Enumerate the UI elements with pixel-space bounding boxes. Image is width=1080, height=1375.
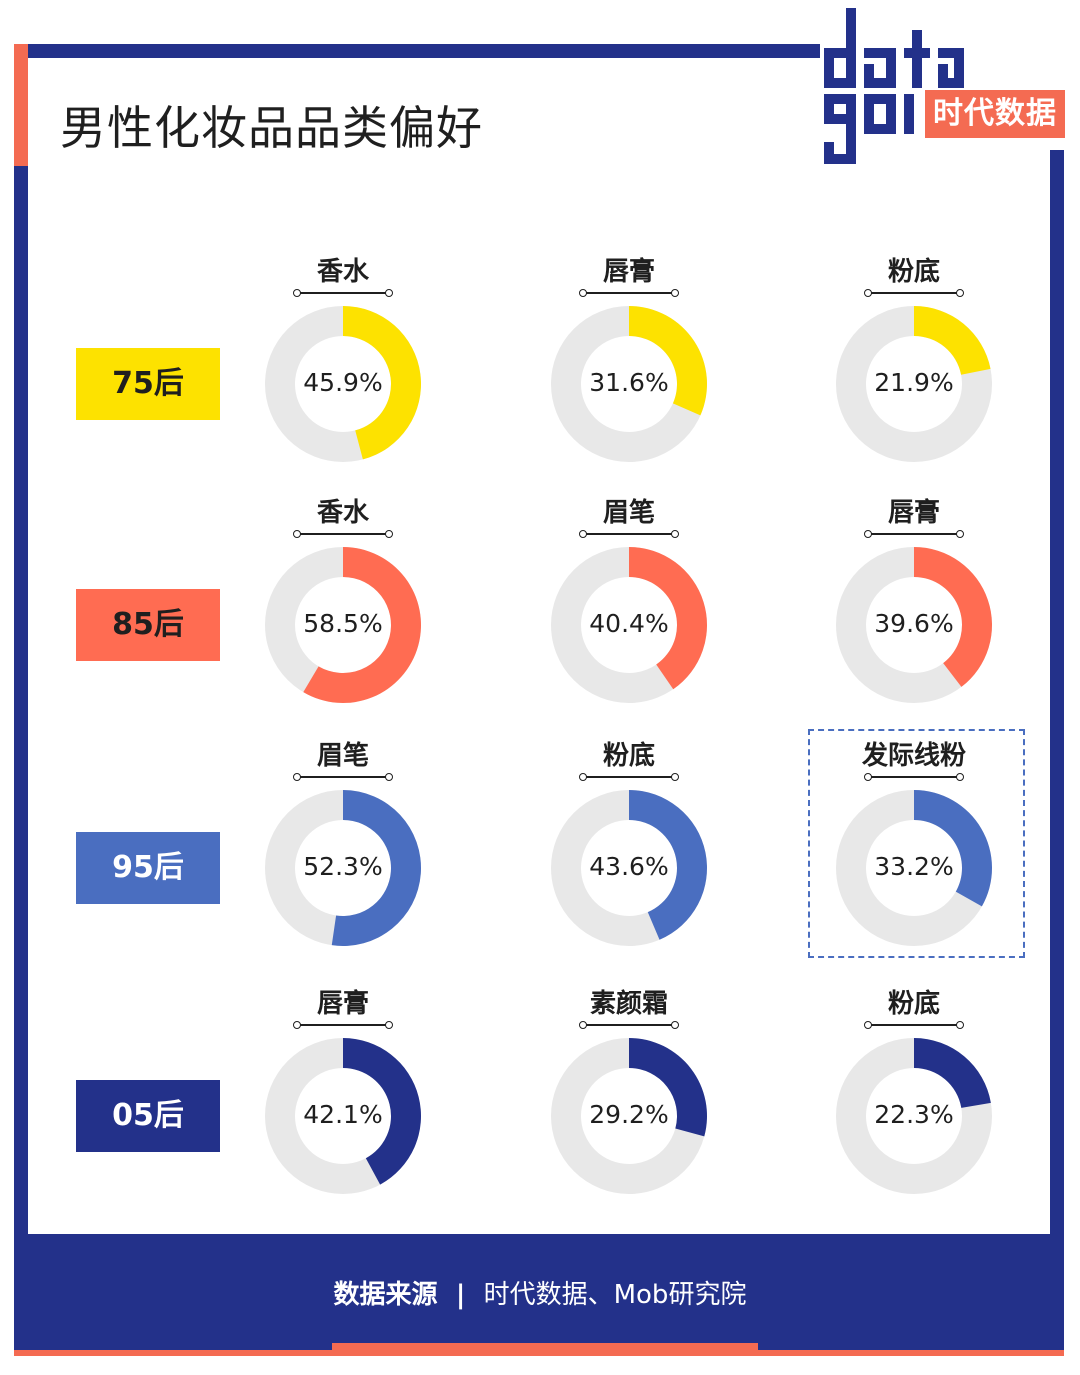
donut-value-label: 40.4% <box>589 609 669 638</box>
donut-value-label: 29.2% <box>589 1100 669 1129</box>
donut-value-label: 33.2% <box>874 852 954 881</box>
category-label: 发际线粉 <box>861 741 966 771</box>
category-underline <box>864 772 964 782</box>
category-underline <box>293 529 393 539</box>
generation-label: 85后 <box>76 589 220 661</box>
donut-slice <box>629 790 707 940</box>
category-label: 香水 <box>316 498 369 528</box>
category-underline <box>579 288 679 298</box>
frame-top-bar <box>14 44 820 58</box>
category-underline <box>293 1020 393 1030</box>
category-label: 唇膏 <box>602 257 655 287</box>
category-label: 香水 <box>316 257 369 287</box>
donut-chart <box>836 547 992 703</box>
donut-value-label: 52.3% <box>303 852 383 881</box>
generation-label: 05后 <box>76 1080 220 1152</box>
donut-slice <box>914 547 992 687</box>
logo-chinese-badge: 时代数据 <box>925 90 1065 138</box>
donut-chart <box>265 790 422 946</box>
data-source: 数据来源 | 时代数据、Mob研究院 <box>0 1274 1080 1311</box>
category-label: 眉笔 <box>316 741 369 771</box>
donut-slice <box>331 790 422 946</box>
donut-slice <box>343 306 421 460</box>
donut-slice <box>914 1038 991 1108</box>
donut-slice <box>343 1038 421 1185</box>
donut-slice <box>914 790 992 907</box>
category-label: 粉底 <box>602 741 655 771</box>
frame-left-bar <box>14 44 28 1356</box>
donut-slice <box>629 1038 707 1137</box>
frame-left-accent <box>14 44 28 166</box>
donut-slice <box>629 306 707 416</box>
frame-right-bar <box>1050 150 1064 1356</box>
footer-accent-block <box>332 1343 758 1356</box>
highlight-box <box>808 729 1025 958</box>
category-underline <box>864 288 964 298</box>
category-underline <box>293 772 393 782</box>
category-underline <box>579 1020 679 1030</box>
category-underline <box>864 529 964 539</box>
generation-label: 75后 <box>76 348 220 420</box>
donut-value-label: 43.6% <box>589 852 669 881</box>
footer-band <box>14 1234 1064 1350</box>
category-underline <box>579 529 679 539</box>
data-source-text: 时代数据、Mob研究院 <box>483 1280 747 1310</box>
category-label: 眉笔 <box>602 498 655 528</box>
category-underline <box>293 288 393 298</box>
donut-chart <box>265 306 421 462</box>
donut-chart <box>551 790 707 946</box>
donut-slice <box>303 547 421 703</box>
page-title: 男性化妆品品类偏好 <box>60 101 483 155</box>
donut-chart <box>836 790 992 946</box>
generation-label: 95后 <box>76 832 220 904</box>
donut-value-label: 31.6% <box>589 368 669 397</box>
category-underline <box>579 772 679 782</box>
data-source-separator: | <box>455 1280 466 1310</box>
donut-chart <box>551 547 707 703</box>
donut-chart <box>551 306 707 462</box>
donut-chart <box>265 1038 421 1194</box>
category-label: 唇膏 <box>887 498 940 528</box>
donut-chart <box>836 306 992 462</box>
category-underline <box>864 1020 964 1030</box>
data-source-label: 数据来源 <box>333 1280 438 1310</box>
donut-chart <box>836 1038 992 1194</box>
donut-value-label: 22.3% <box>874 1100 954 1129</box>
donut-value-label: 42.1% <box>303 1100 383 1129</box>
category-label: 唇膏 <box>316 989 369 1019</box>
donut-value-label: 21.9% <box>874 368 954 397</box>
category-label: 素颜霜 <box>589 989 668 1019</box>
donut-chart <box>551 1038 707 1194</box>
datagood-logo <box>824 8 964 164</box>
donut-value-label: 58.5% <box>303 609 383 638</box>
donut-slice <box>629 547 707 690</box>
category-label: 粉底 <box>887 989 940 1019</box>
donut-slice <box>914 306 991 375</box>
donut-value-label: 39.6% <box>874 609 954 638</box>
donut-chart <box>265 547 421 703</box>
donut-value-label: 45.9% <box>303 368 383 397</box>
category-label: 粉底 <box>887 257 940 287</box>
